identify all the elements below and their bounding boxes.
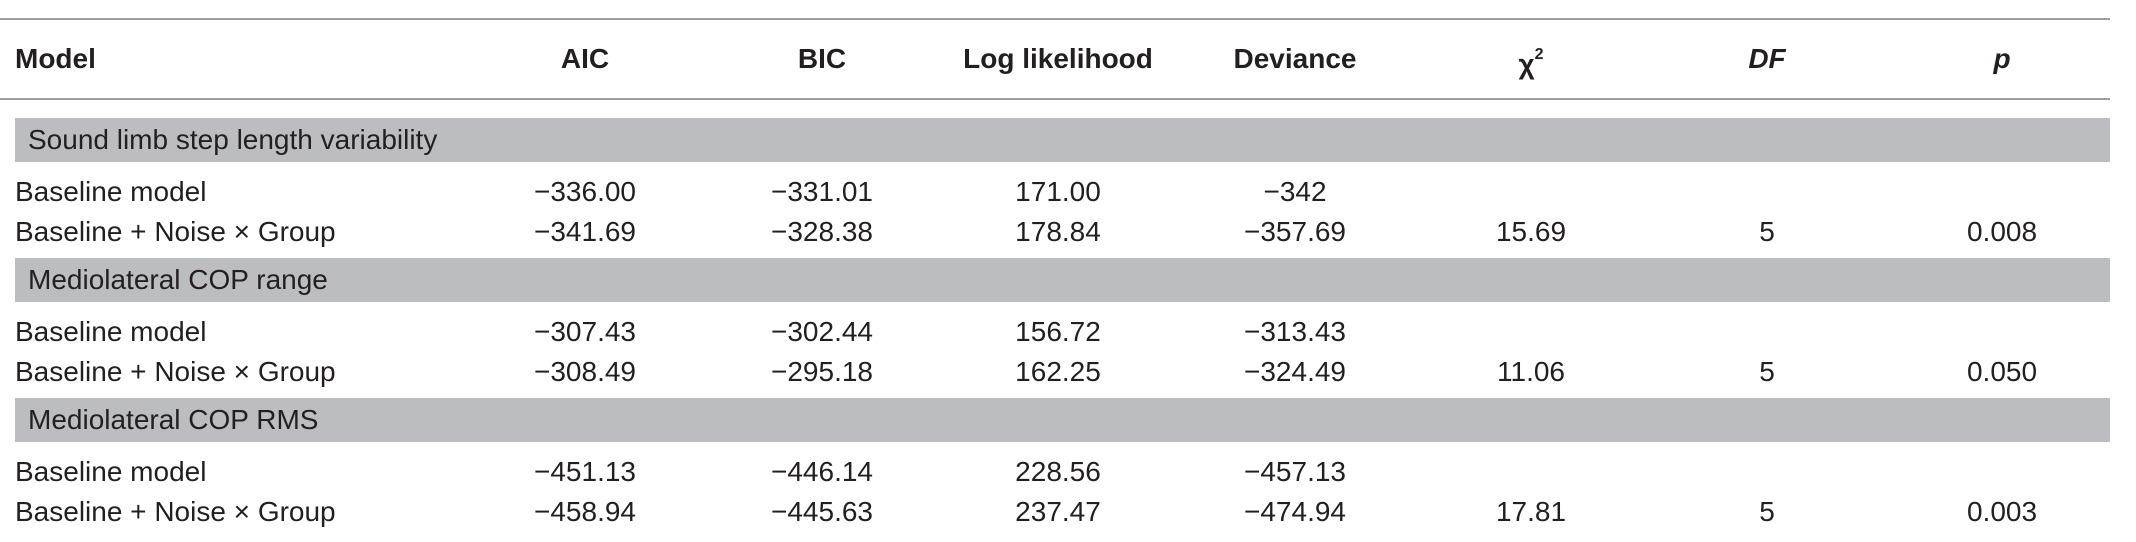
cell-deviance: −357.69	[1244, 216, 1346, 247]
cell-deviance: −324.49	[1244, 356, 1346, 387]
cell-model: Baseline model	[15, 176, 207, 207]
header-deviance: Deviance	[1233, 43, 1357, 74]
cell-aic: −336.00	[534, 176, 636, 207]
cell-chi-squared: 15.69	[1495, 216, 1567, 247]
cell-log-likelihood: 228.56	[1015, 456, 1101, 487]
cell-aic: −451.13	[534, 456, 636, 487]
header-p: p	[1993, 43, 2011, 74]
cell-bic: −302.44	[771, 316, 873, 347]
cell-bic: −295.18	[771, 356, 873, 387]
cell-deviance: −474.94	[1244, 496, 1346, 527]
cell-model: Baseline model	[15, 316, 207, 347]
header-chi-superscript: 2	[1534, 46, 1544, 63]
cell-log-likelihood: 178.84	[1015, 216, 1101, 247]
cell-df: 5	[1759, 496, 1775, 527]
header-bottom-rule	[0, 98, 2110, 100]
cell-p: 0.008	[1966, 216, 2038, 247]
cell-p: 0.050	[1966, 356, 2038, 387]
cell-deviance: −457.13	[1244, 456, 1346, 487]
cell-chi-squared: 17.81	[1495, 496, 1567, 527]
section-label: Mediolateral COP range	[28, 264, 328, 295]
header-aic: AIC	[560, 43, 610, 74]
cell-bic: −445.63	[771, 496, 873, 527]
table-top-rule	[0, 18, 2110, 20]
cell-model: Baseline + Noise × Group	[15, 496, 336, 527]
cell-aic: −341.69	[534, 216, 636, 247]
cell-log-likelihood: 237.47	[1015, 496, 1101, 527]
cell-log-likelihood: 171.00	[1015, 176, 1101, 207]
cell-log-likelihood: 156.72	[1015, 316, 1101, 347]
header-df: DF	[1748, 43, 1786, 74]
cell-model: Baseline + Noise × Group	[15, 356, 336, 387]
section-header-row: Mediolateral COP RMS	[15, 398, 2110, 442]
cell-bic: −446.14	[771, 456, 873, 487]
cell-aic: −307.43	[534, 316, 636, 347]
section-header-row: Sound limb step length variability	[15, 118, 2110, 162]
cell-df: 5	[1759, 356, 1775, 387]
section-header-row: Mediolateral COP range	[15, 258, 2110, 302]
cell-aic: −458.94	[534, 496, 636, 527]
cell-p: 0.003	[1966, 496, 2038, 527]
header-chi-squared: χ2	[1518, 38, 1543, 85]
header-log-likelihood: Log likelihood	[963, 43, 1153, 74]
cell-deviance: −313.43	[1244, 316, 1346, 347]
cell-aic: −308.49	[534, 356, 636, 387]
header-model: Model	[15, 43, 96, 74]
section-label: Mediolateral COP RMS	[28, 404, 319, 435]
cell-model: Baseline + Noise × Group	[15, 216, 336, 247]
cell-df: 5	[1759, 216, 1775, 247]
cell-deviance: −342	[1263, 176, 1327, 207]
cell-bic: −331.01	[771, 176, 873, 207]
cell-log-likelihood: 162.25	[1015, 356, 1101, 387]
cell-chi-squared: 11.06	[1497, 356, 1565, 387]
header-chi-symbol: χ	[1518, 48, 1535, 80]
cell-bic: −328.38	[771, 216, 873, 247]
header-bic: BIC	[797, 43, 847, 74]
cell-model: Baseline model	[15, 456, 207, 487]
section-label: Sound limb step length variability	[28, 124, 438, 155]
